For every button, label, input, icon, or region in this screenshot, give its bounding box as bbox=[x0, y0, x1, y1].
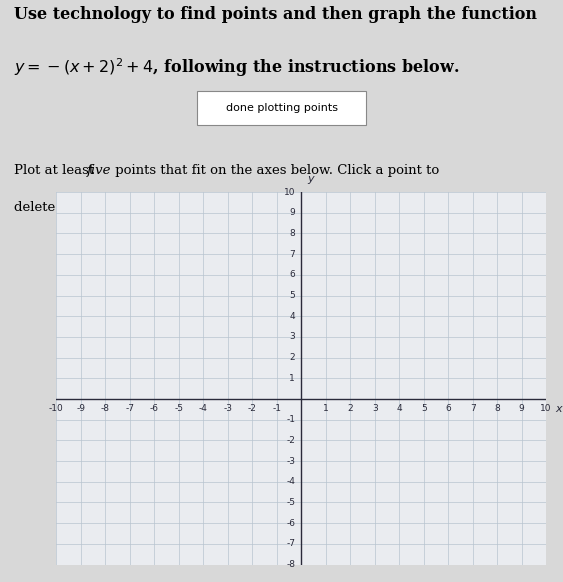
Text: -3: -3 bbox=[286, 456, 295, 466]
Text: -1: -1 bbox=[286, 415, 295, 424]
Text: 6: 6 bbox=[289, 270, 295, 279]
Text: Plot at least: Plot at least bbox=[14, 164, 99, 177]
Text: -8: -8 bbox=[101, 404, 110, 413]
Text: 2: 2 bbox=[347, 404, 353, 413]
Text: 7: 7 bbox=[289, 250, 295, 258]
Text: 10: 10 bbox=[540, 404, 552, 413]
Text: 9: 9 bbox=[289, 208, 295, 217]
Text: 8: 8 bbox=[289, 229, 295, 238]
Text: -5: -5 bbox=[175, 404, 183, 413]
Text: done plotting points: done plotting points bbox=[226, 103, 337, 113]
Text: -6: -6 bbox=[286, 519, 295, 528]
Text: 3: 3 bbox=[372, 404, 378, 413]
Text: points that fit on the axes below. Click a point to: points that fit on the axes below. Click… bbox=[111, 164, 439, 177]
Text: $y = -(x+2)^2 + 4$, following the instructions below.: $y = -(x+2)^2 + 4$, following the instru… bbox=[14, 56, 459, 79]
Text: 5: 5 bbox=[289, 291, 295, 300]
Text: 10: 10 bbox=[284, 187, 295, 197]
Text: y: y bbox=[307, 174, 314, 184]
Text: -2: -2 bbox=[286, 436, 295, 445]
Text: 4: 4 bbox=[289, 312, 295, 321]
Text: 9: 9 bbox=[519, 404, 525, 413]
FancyBboxPatch shape bbox=[197, 91, 366, 125]
Text: -7: -7 bbox=[126, 404, 134, 413]
Text: -4: -4 bbox=[199, 404, 208, 413]
Text: 5: 5 bbox=[421, 404, 427, 413]
Text: 4: 4 bbox=[396, 404, 402, 413]
Text: -1: -1 bbox=[272, 404, 281, 413]
Text: -2: -2 bbox=[248, 404, 257, 413]
Text: delete it.: delete it. bbox=[14, 201, 73, 214]
Text: -9: -9 bbox=[77, 404, 85, 413]
Text: 1: 1 bbox=[289, 374, 295, 383]
Text: x: x bbox=[555, 404, 562, 414]
Text: 3: 3 bbox=[289, 332, 295, 342]
Text: 2: 2 bbox=[289, 353, 295, 362]
Text: -5: -5 bbox=[286, 498, 295, 507]
Text: -10: -10 bbox=[49, 404, 64, 413]
Text: 8: 8 bbox=[494, 404, 500, 413]
Text: 6: 6 bbox=[445, 404, 451, 413]
Text: -4: -4 bbox=[286, 477, 295, 487]
Text: 7: 7 bbox=[470, 404, 476, 413]
Text: -3: -3 bbox=[224, 404, 232, 413]
Text: -6: -6 bbox=[150, 404, 159, 413]
Text: -8: -8 bbox=[286, 560, 295, 569]
Text: 1: 1 bbox=[323, 404, 329, 413]
Text: Use technology to find points and then graph the function: Use technology to find points and then g… bbox=[14, 6, 537, 23]
Text: five: five bbox=[87, 164, 112, 177]
Text: -7: -7 bbox=[286, 540, 295, 548]
